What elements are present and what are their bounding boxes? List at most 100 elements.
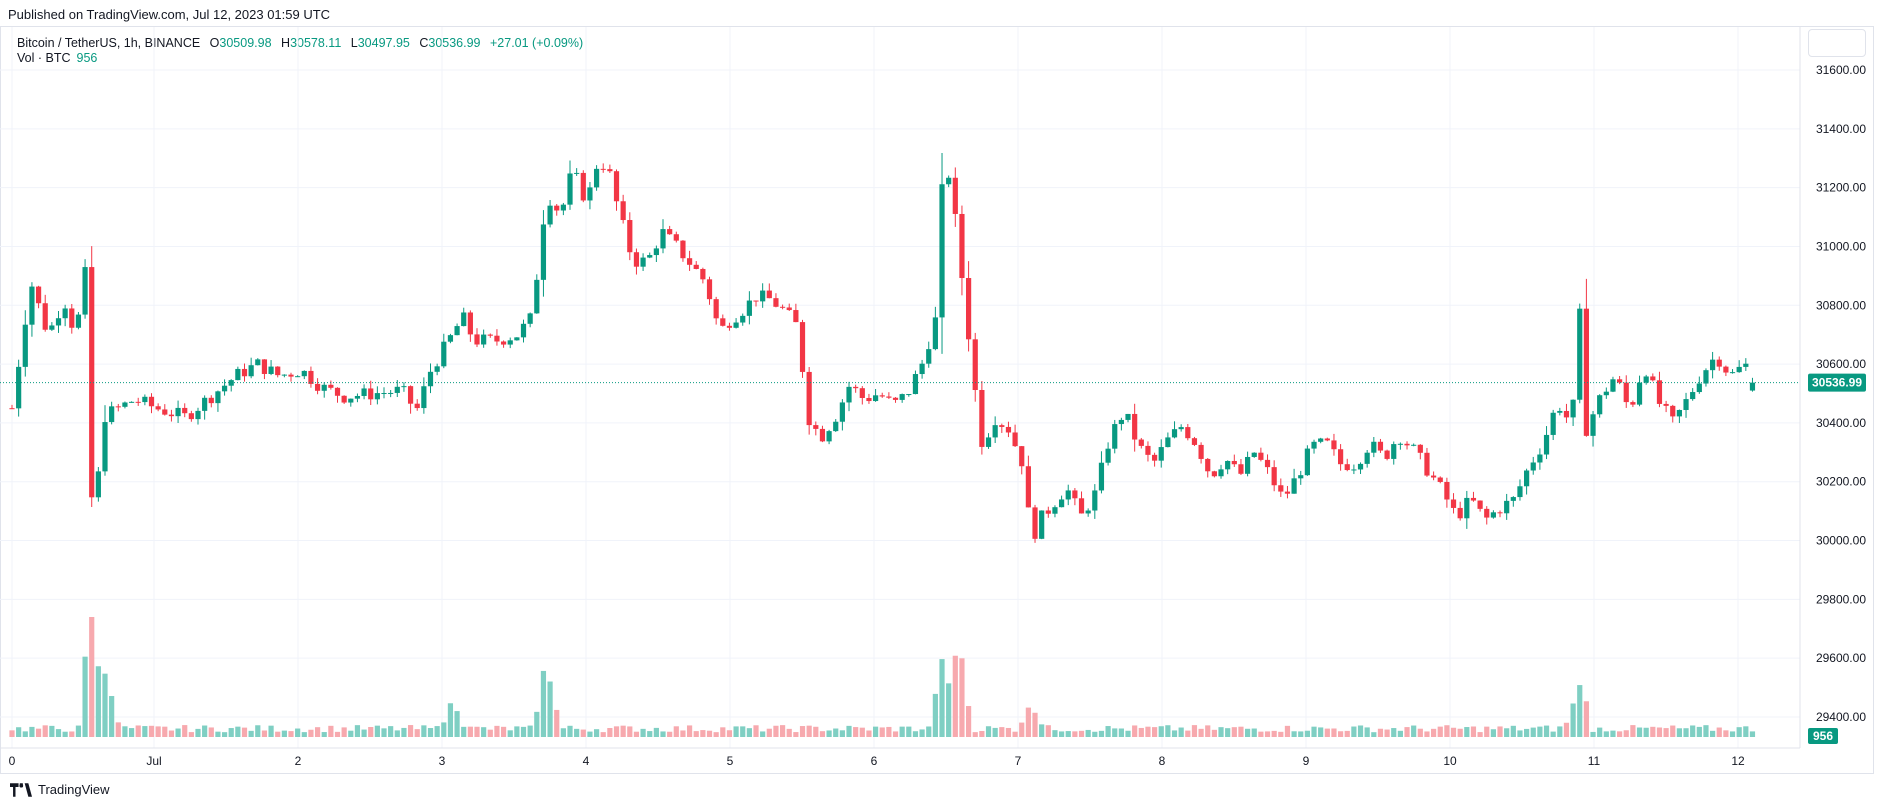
candle-body	[1603, 391, 1609, 396]
volume-bar	[1650, 726, 1656, 737]
volume-bar	[1524, 728, 1530, 737]
candle-body	[328, 384, 334, 388]
candle-body	[1291, 478, 1297, 494]
candle-body	[109, 406, 115, 423]
candle-body	[1311, 441, 1317, 449]
candle-body	[753, 300, 759, 302]
volume-bar	[22, 731, 28, 737]
candle-body	[1690, 392, 1696, 400]
candle-body	[1656, 380, 1663, 404]
volume-bar	[1118, 728, 1124, 737]
candle-body	[1543, 434, 1550, 455]
tradingview-logo-icon	[10, 782, 32, 797]
candle-body	[102, 422, 108, 472]
candle-body	[1530, 462, 1536, 471]
footer-brand-text: TradingView	[38, 782, 110, 797]
candle-body	[979, 389, 985, 447]
time-tick-label: 8	[1159, 754, 1166, 768]
candle-body	[288, 374, 294, 377]
candle-body	[162, 409, 168, 415]
candle-body	[740, 315, 746, 323]
candle-body	[1749, 382, 1756, 391]
volume-bar	[912, 731, 919, 737]
candle-body	[248, 365, 254, 377]
candle-body	[494, 335, 500, 342]
candle-body	[567, 173, 573, 205]
volume-bar	[1105, 726, 1111, 737]
candle-body	[1065, 490, 1071, 500]
volume-bar	[62, 731, 68, 737]
candle-body	[1570, 399, 1576, 418]
volume-bar	[321, 732, 327, 737]
candle-body	[175, 407, 181, 417]
last-price-badge	[1808, 373, 1866, 392]
candle-body	[846, 386, 852, 403]
volume-bar	[215, 731, 221, 737]
volume-bar	[341, 727, 347, 737]
volume-bar	[474, 726, 480, 737]
volume-bar	[946, 683, 952, 737]
volume-bar	[713, 732, 719, 737]
candle-body	[215, 391, 221, 404]
volume-bar	[1630, 725, 1636, 737]
candle-body	[155, 406, 161, 410]
candle-body	[1364, 452, 1370, 464]
candle-body	[1537, 454, 1543, 463]
candle-body	[507, 340, 513, 345]
price-tick-label: 30800.00	[1816, 298, 1866, 312]
candle-body	[919, 363, 925, 375]
candle-body	[1344, 464, 1350, 471]
volume-bar	[972, 732, 978, 737]
candle-body	[1085, 510, 1091, 514]
candle-body	[1391, 444, 1397, 459]
candle-body	[16, 366, 22, 409]
volume-bar	[1690, 725, 1696, 737]
candle-body	[1145, 445, 1151, 455]
volume-bar	[613, 726, 620, 737]
volume-bar	[374, 725, 380, 737]
volume-bar	[720, 727, 726, 737]
volume-bar	[135, 725, 141, 737]
volume-bar	[1171, 730, 1178, 737]
candle-body	[946, 177, 952, 185]
candle-body	[1404, 443, 1410, 446]
candle-body	[454, 326, 460, 336]
candle-body	[906, 394, 912, 396]
volume-bar	[1191, 725, 1198, 737]
candle-body	[1397, 443, 1403, 445]
volume-bar	[680, 730, 686, 737]
chart-settings-button[interactable]	[1808, 29, 1866, 57]
price-tick-label: 31200.00	[1816, 181, 1866, 195]
volume-bar	[1663, 728, 1669, 737]
volume-bar	[182, 725, 188, 737]
candle-body	[275, 366, 281, 376]
candle-body	[1012, 432, 1018, 447]
volume-bar	[1218, 727, 1224, 737]
volume-bar	[9, 730, 15, 737]
candle-body	[301, 370, 307, 377]
candle-body	[999, 425, 1005, 427]
volume-bar	[1743, 726, 1749, 737]
candle-body	[1125, 413, 1131, 420]
volume-bar	[547, 681, 553, 737]
volume-bar	[959, 658, 965, 737]
footer-brand[interactable]: TradingView	[10, 782, 110, 797]
volume-bar	[1032, 712, 1038, 737]
candle-body	[182, 407, 188, 414]
candle-body	[1165, 437, 1171, 448]
volume-bar	[1125, 730, 1131, 737]
candle-body	[574, 172, 580, 174]
volume-bar	[979, 730, 985, 737]
volume-bar	[1723, 730, 1729, 737]
volume-bar	[952, 655, 958, 737]
volume-bar	[1151, 727, 1158, 737]
volume-bar	[779, 725, 786, 737]
candle-body	[613, 171, 620, 202]
candle-body	[261, 359, 268, 374]
price-tick-label: 29800.00	[1816, 592, 1866, 606]
candle-body	[1643, 376, 1649, 383]
volume-bar	[859, 727, 865, 737]
volume-bar	[600, 732, 606, 737]
candle-body	[447, 335, 454, 342]
